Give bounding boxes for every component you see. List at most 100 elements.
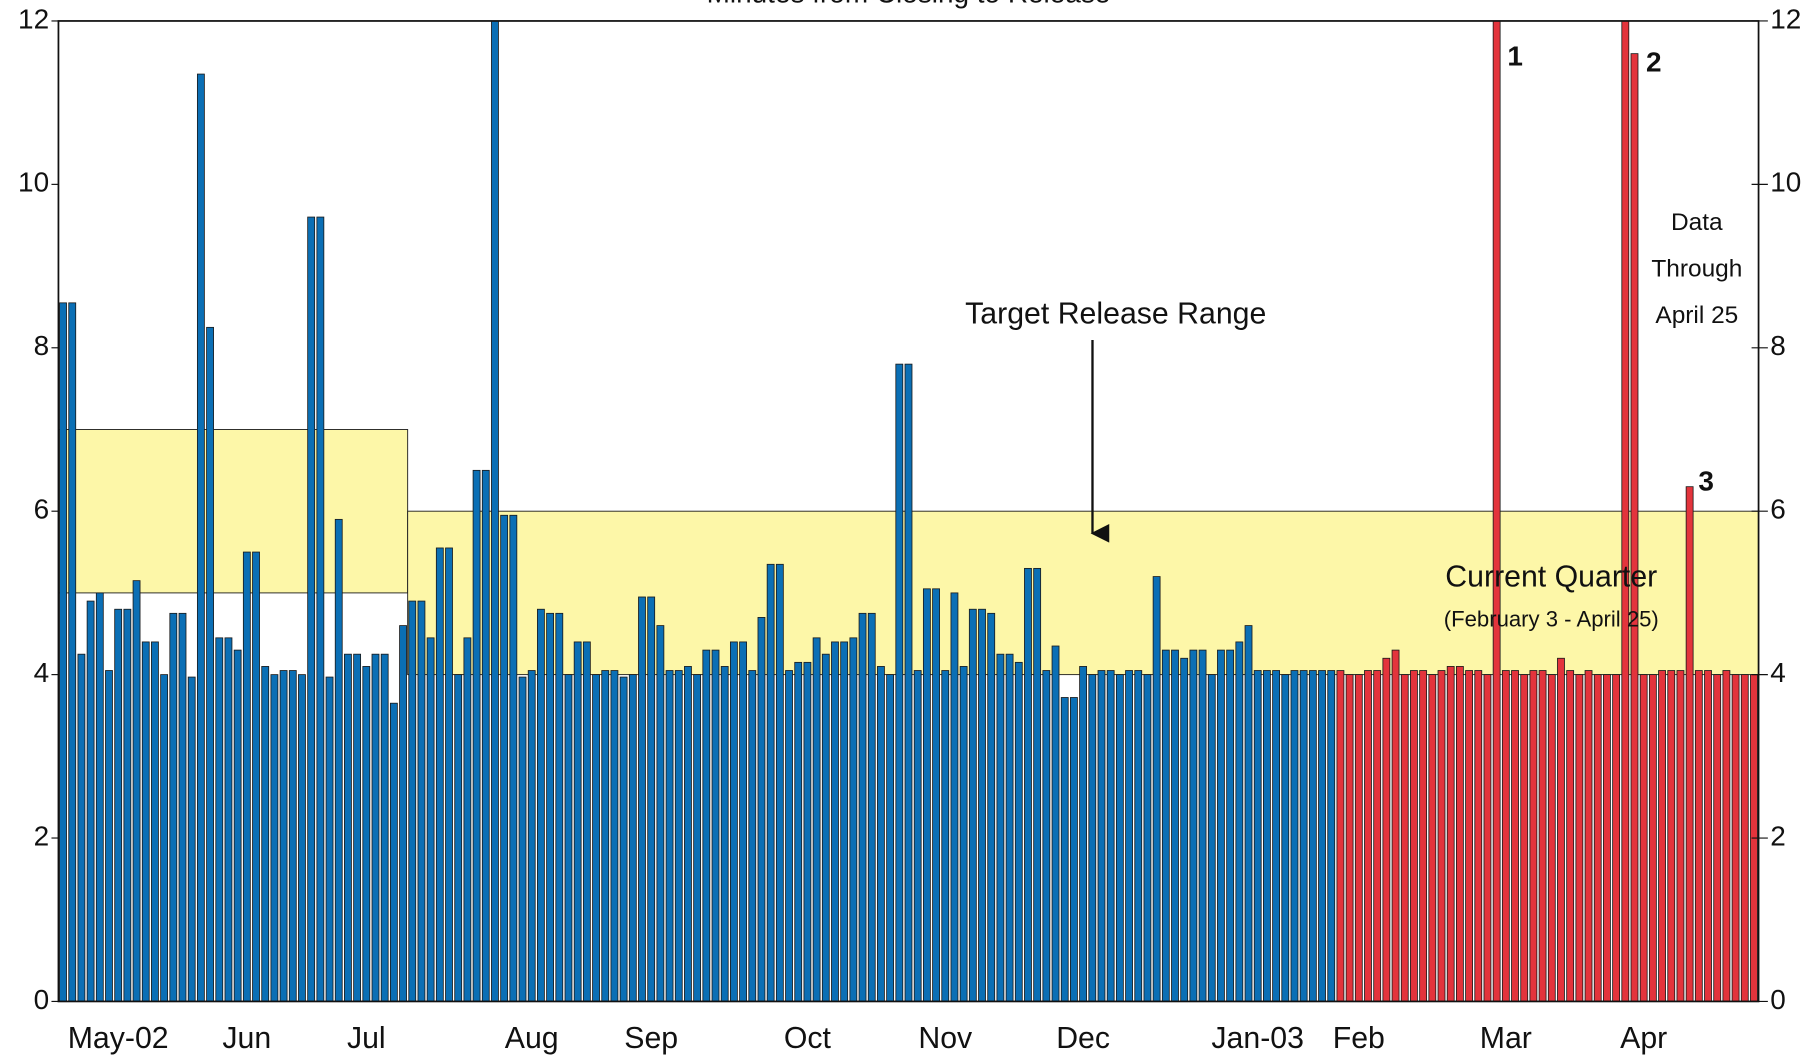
bar (95, 592, 104, 1002)
bar (1217, 649, 1225, 1002)
bar (1042, 670, 1051, 1002)
y-tick-label: 2 (34, 820, 50, 851)
bar (481, 469, 490, 1002)
x-tick-label: Jun (222, 1022, 271, 1055)
bar (141, 641, 150, 1002)
bar (693, 674, 702, 1002)
bar (463, 637, 472, 1002)
bar (647, 596, 656, 1002)
bar (353, 653, 362, 1002)
note: 3 (1698, 466, 1714, 497)
bar (922, 588, 931, 1002)
annotations: Target Release Range Current Quarter (Fe… (965, 41, 1742, 632)
bar (656, 625, 665, 1002)
bar (316, 216, 325, 1002)
bar (68, 302, 77, 1002)
bar (628, 674, 637, 1002)
bar (1658, 670, 1666, 1002)
x-tick-label: May-02 (68, 1022, 169, 1055)
bar (1391, 649, 1400, 1002)
bar (1612, 674, 1621, 1002)
bar (775, 563, 784, 1002)
bar (1014, 661, 1023, 1002)
bar (1024, 567, 1032, 1002)
bar (151, 641, 159, 1002)
bar (1290, 670, 1299, 1002)
bar (371, 653, 380, 1002)
bar (380, 653, 389, 1002)
bar (123, 608, 132, 1002)
bar (895, 363, 904, 1002)
bar (1189, 649, 1198, 1002)
annotation: Through (1651, 256, 1742, 283)
bar (968, 608, 977, 1002)
bar (261, 666, 270, 1002)
bar (59, 302, 67, 1002)
y2-tick-label: 4 (1770, 657, 1786, 688)
bar (739, 641, 747, 1002)
y2-tick-label: 0 (1770, 984, 1786, 1015)
x-tick-label: Jan-03 (1211, 1022, 1304, 1055)
bar (224, 637, 233, 1002)
y2-tick-label: 8 (1770, 330, 1786, 361)
bar (1501, 670, 1510, 1002)
bar (1152, 576, 1161, 1002)
bar (748, 670, 757, 1002)
bar (362, 666, 371, 1002)
bar (1244, 625, 1253, 1002)
bar (638, 596, 646, 1002)
annotation: Data (1671, 209, 1723, 236)
bar (867, 612, 876, 1002)
x-tick-label: Jul (347, 1022, 386, 1055)
y2-tick-label: 2 (1770, 820, 1786, 851)
bar (1354, 674, 1363, 1002)
bar (1437, 670, 1446, 1002)
bars (59, 20, 1758, 1002)
bar (242, 551, 251, 1002)
bar (1557, 657, 1565, 1002)
note: 2 (1646, 46, 1662, 77)
bar (592, 674, 600, 1002)
bar (564, 674, 573, 1002)
bar (1263, 670, 1271, 1002)
bar (288, 670, 297, 1002)
bar (573, 641, 582, 1002)
bar (1345, 674, 1354, 1002)
bar (877, 666, 885, 1002)
bar (252, 551, 260, 1002)
bar (978, 608, 986, 1002)
bar (1079, 666, 1088, 1002)
bar (1511, 670, 1519, 1002)
bar (334, 518, 343, 1002)
bar (932, 588, 940, 1002)
bar (1373, 670, 1382, 1002)
x-tick-label: Nov (918, 1022, 973, 1055)
bar (1106, 670, 1115, 1002)
bar (610, 670, 619, 1002)
bar (1115, 674, 1124, 1002)
bar (408, 600, 417, 1002)
bar (711, 649, 720, 1002)
annotation: Target Release Range (965, 298, 1266, 331)
bar (812, 637, 821, 1002)
bar (702, 649, 711, 1002)
bar (1621, 20, 1630, 1002)
bar (132, 580, 141, 1002)
bar (913, 670, 922, 1002)
bar (821, 653, 830, 1002)
bar (537, 608, 545, 1002)
bar (684, 666, 692, 1002)
x-tick-label: Apr (1620, 1022, 1667, 1055)
bar (582, 641, 591, 1002)
bar (1088, 674, 1097, 1002)
bar (509, 514, 518, 1002)
bar (187, 676, 196, 1002)
bar (1070, 697, 1078, 1002)
bar (803, 661, 812, 1002)
bar (1207, 674, 1216, 1002)
bar (1336, 670, 1345, 1002)
x-tick-label: Dec (1056, 1022, 1110, 1055)
bar (215, 637, 224, 1002)
bar (500, 514, 509, 1002)
bar (491, 20, 499, 1002)
